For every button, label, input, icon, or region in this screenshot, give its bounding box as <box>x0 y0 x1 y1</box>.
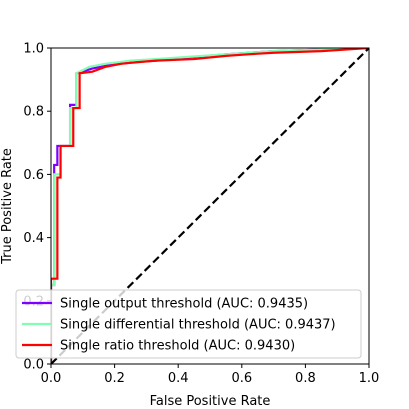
y-tick-label: 0.8 <box>23 105 44 120</box>
series-line-2 <box>51 48 369 364</box>
y-axis-ticks: 0.00.20.40.60.81.0 <box>23 42 51 373</box>
x-axis-label: False Positive Rate <box>150 394 271 409</box>
y-axis-label: True Positive Rate <box>0 148 15 265</box>
x-tick-label: 0.4 <box>168 371 189 386</box>
x-tick-label: 0.8 <box>295 371 316 386</box>
x-axis-ticks: 0.0 0.2 0.4 0.6 0.8 1.0 <box>41 364 380 386</box>
legend: Single output threshold (AUC: 0.9435) Sin… <box>15 289 362 359</box>
legend-label-2: Single differential threshold (AUC: 0.94… <box>60 318 336 333</box>
y-tick-label: 0.4 <box>23 231 44 246</box>
x-tick-label: 0.2 <box>104 371 125 386</box>
y-tick-label: 0.0 <box>23 358 44 373</box>
x-tick-label: 0.6 <box>231 371 252 386</box>
legend-box <box>15 289 362 359</box>
legend-label-1: Single output threshold (AUC: 0.9435) <box>60 297 308 312</box>
y-tick-label: 0.6 <box>23 168 44 183</box>
series-line-3 <box>51 48 369 364</box>
y-tick-label: 1.0 <box>23 42 44 57</box>
legend-label-3: Single ratio threshold (AUC: 0.9430) <box>60 339 295 354</box>
plot-area-frame <box>50 47 370 365</box>
x-tick-label: 0.0 <box>41 371 62 386</box>
x-tick-label: 1.0 <box>359 371 380 386</box>
